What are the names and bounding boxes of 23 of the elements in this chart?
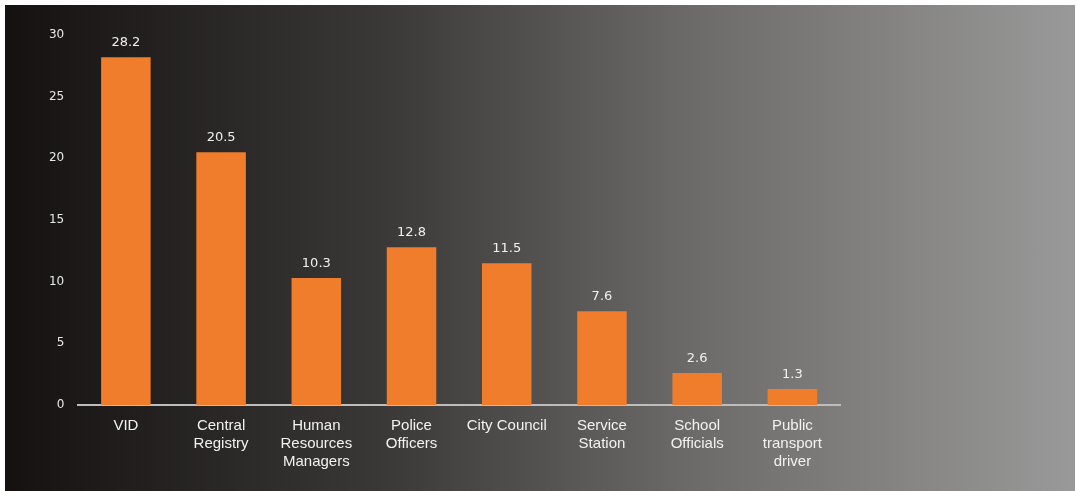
x-tick-label: School Officials <box>670 416 724 452</box>
y-tick-label: 5 <box>56 335 65 350</box>
x-tick-label: Service Station <box>576 416 627 452</box>
data-label: 20.5 <box>206 129 236 145</box>
x-tick-label: Public transport driver <box>762 416 823 470</box>
y-tick-label: 0 <box>56 397 65 412</box>
data-label: 7.6 <box>591 288 613 304</box>
y-tick-label: 10 <box>48 273 65 288</box>
data-label: 1.3 <box>782 365 803 381</box>
data-label: 12.8 <box>397 224 426 240</box>
y-tick-label: 30 <box>48 27 65 42</box>
y-tick-label: 25 <box>48 88 65 103</box>
data-label: 28.2 <box>111 34 141 50</box>
data-label: 11.5 <box>492 240 522 256</box>
x-tick-label: City Council <box>466 416 547 434</box>
y-tick-label: 15 <box>48 212 65 227</box>
x-tick-label: Central Registry <box>193 416 250 452</box>
data-label: 10.3 <box>301 254 331 270</box>
data-label: 2.6 <box>686 349 708 365</box>
x-tick-label: Police Officers <box>385 416 438 452</box>
x-tick-label: Human Resources Managers <box>280 416 353 470</box>
x-tick-label: VID <box>113 416 139 434</box>
y-tick-label: 20 <box>48 150 65 165</box>
